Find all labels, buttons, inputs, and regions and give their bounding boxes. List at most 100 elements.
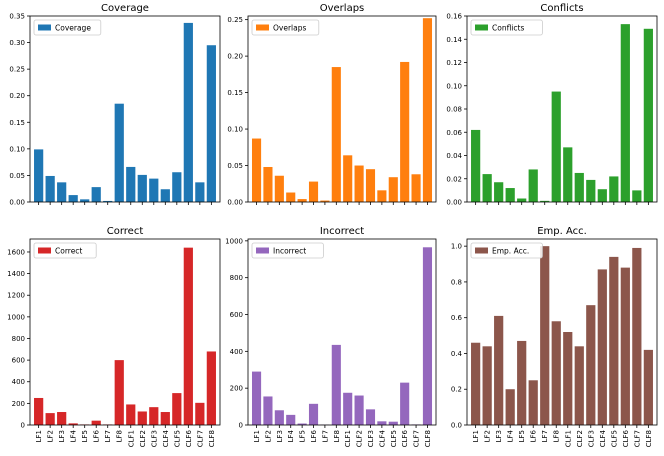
chart-title: Conflicts <box>540 3 583 14</box>
bar-LF8 <box>114 103 124 202</box>
x-tick-label: LF4 <box>70 429 78 442</box>
legend: Conflicts <box>470 19 543 36</box>
axes-frame <box>29 15 221 203</box>
bar-LF7 <box>103 200 113 202</box>
bar-CLF2 <box>354 395 364 425</box>
x-tick-label: LF1 <box>35 430 43 442</box>
x-tick-label: CLF4 <box>162 429 170 447</box>
bar-CLF1 <box>343 155 353 202</box>
bar-LF2 <box>45 175 55 202</box>
bar-LF8 <box>331 344 341 425</box>
bar-CLF8 <box>206 45 216 203</box>
y-tick-label: 0.05 <box>9 172 25 180</box>
y-tick-label: 400 <box>12 378 25 386</box>
x-tick-label: LF5 <box>518 430 526 442</box>
bar-CLF6 <box>400 61 410 203</box>
bar-CLF8 <box>206 351 216 425</box>
y-tick-label: 1200 <box>7 292 25 300</box>
y-tick-label: 1000 <box>225 237 243 245</box>
bar-LF8 <box>551 321 561 425</box>
axes-frame <box>29 238 221 426</box>
bar-LF4 <box>286 414 296 425</box>
bar-LF8 <box>331 67 341 202</box>
x-tick-label: LF2 <box>484 430 492 442</box>
y-tick-label: 0 <box>21 422 25 430</box>
bar-CLF7 <box>195 182 205 202</box>
bar-LF4 <box>68 195 78 202</box>
subplot-5: Incorrect LF1 LF2 LF3 LF4 LF5 LF6 LF7 LF8 CLF1 CLF… <box>225 226 437 447</box>
x-tick-label: LF3 <box>58 430 66 442</box>
x-tick-label: LF4 <box>507 429 515 442</box>
axes-frame <box>466 238 658 426</box>
y-tick-label: 800 <box>230 274 243 282</box>
bar-CLF3 <box>586 305 596 425</box>
bar-CLF4 <box>160 412 170 425</box>
bar-LF2 <box>263 396 273 425</box>
bar-LF1 <box>471 129 481 202</box>
bar-LF8 <box>114 360 124 425</box>
bar-LF6 <box>308 403 319 425</box>
y-tick-label: 0.10 <box>446 82 462 90</box>
legend-swatch <box>38 247 51 254</box>
x-tick-label: CLF7 <box>413 430 421 447</box>
y-tick-label: 200 <box>230 385 243 393</box>
bar-LF2 <box>482 174 492 202</box>
x-tick-label: CLF6 <box>185 429 193 447</box>
bar-LF4 <box>505 188 515 202</box>
y-tick-label: 1000 <box>7 313 25 321</box>
bar-LF1 <box>34 149 44 202</box>
chart-title: Correct <box>107 226 144 237</box>
x-tick-label: CLF3 <box>587 430 595 447</box>
y-tick-label: 200 <box>12 400 25 408</box>
legend-label: Incorrect <box>273 247 306 256</box>
chart-title: Overlaps <box>320 3 365 14</box>
x-tick-label: CLF2 <box>139 430 147 447</box>
bar-LF2 <box>45 413 55 425</box>
bar-LF1 <box>471 342 481 425</box>
x-tick-label: LF7 <box>104 430 112 442</box>
bar-LF6 <box>91 420 101 425</box>
y-tick-label: 0.02 <box>446 175 462 183</box>
bar-CLF4 <box>597 189 607 202</box>
x-tick-label: LF2 <box>264 430 272 442</box>
y-tick-label: 0 <box>239 422 243 430</box>
bar-LF4 <box>505 389 515 425</box>
bar-LF4 <box>68 423 78 425</box>
chart-title: Emp. Acc. <box>537 226 587 237</box>
x-tick-label: LF6 <box>93 429 101 442</box>
bar-LF2 <box>482 346 492 425</box>
bar-LF4 <box>286 192 296 202</box>
bar-LF5 <box>80 199 90 202</box>
y-tick-label: 400 <box>230 348 243 356</box>
bar-LF3 <box>274 175 284 202</box>
bar-CLF3 <box>365 169 376 202</box>
x-tick-label: CLF7 <box>196 430 204 447</box>
y-tick-label: 1400 <box>7 270 25 278</box>
bar-LF6 <box>308 181 319 202</box>
bar-LF6 <box>91 187 101 202</box>
bar-CLF2 <box>137 174 147 202</box>
bar-LF5 <box>517 340 527 425</box>
y-tick-label: 0.05 <box>227 162 243 170</box>
legend-swatch <box>256 24 269 31</box>
x-tick-label: LF4 <box>287 429 295 442</box>
axes-frame <box>466 15 658 203</box>
legend: Overlaps <box>251 19 320 36</box>
y-tick-label: 0.2 <box>451 386 462 394</box>
bar-CLF8 <box>643 28 653 202</box>
legend-box <box>470 242 543 259</box>
bar-CLF6 <box>620 267 630 425</box>
x-tick-label: CLF4 <box>378 429 386 447</box>
y-tick-label: 0.6 <box>451 314 463 322</box>
y-tick-label: 0.12 <box>446 59 462 67</box>
bar-LF5 <box>517 198 527 202</box>
subplot-3: Conflicts 0.00 0.02 0.04 0.06 0.08 0.10 0.12 0.1… <box>446 3 658 207</box>
x-tick-label: LF7 <box>321 430 329 442</box>
legend-swatch <box>475 24 488 31</box>
bar-CLF7 <box>195 402 205 425</box>
legend-swatch <box>38 24 51 31</box>
x-tick-label: CLF5 <box>173 430 181 447</box>
bar-CLF2 <box>354 165 364 202</box>
x-tick-label: LF3 <box>495 430 503 442</box>
bar-LF3 <box>494 315 504 425</box>
